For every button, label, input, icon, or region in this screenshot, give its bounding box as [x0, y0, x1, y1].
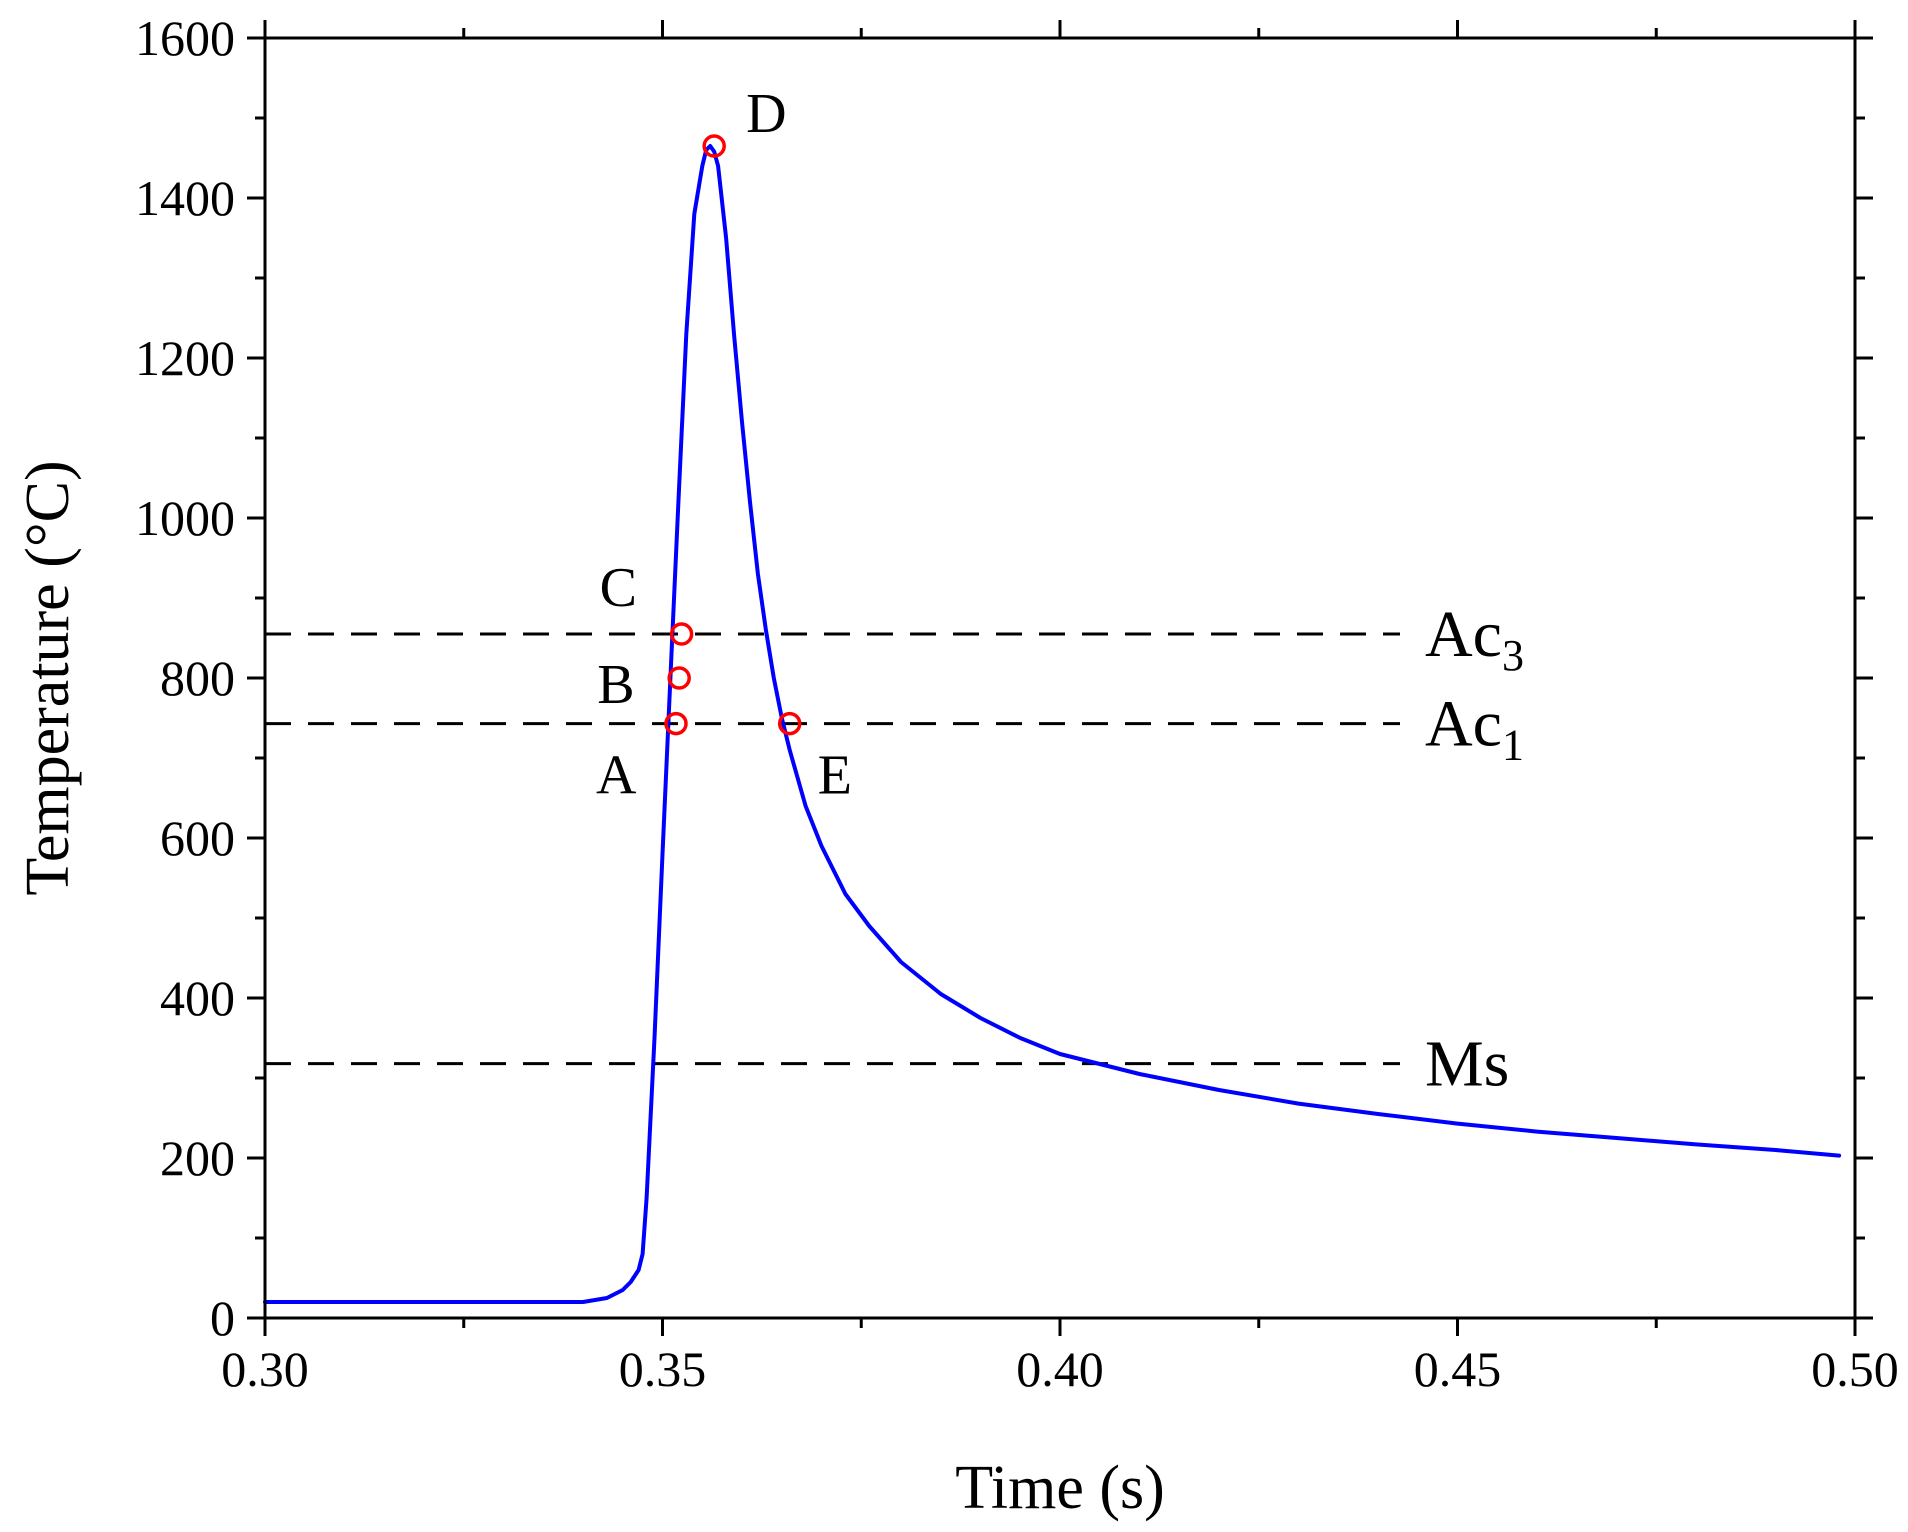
x-axis-title: Time (s) — [955, 1454, 1165, 1522]
y-tick-label: 200 — [160, 1130, 235, 1186]
series-line — [263, 144, 1842, 1304]
marker-point-d — [702, 134, 726, 158]
marker-point-b — [667, 666, 691, 690]
y-tick-label: 1400 — [135, 170, 235, 226]
y-tick-label: 1600 — [135, 10, 235, 66]
x-tick-label: 0.40 — [1016, 1341, 1104, 1397]
marker-point-a — [664, 711, 688, 736]
point-label-a: A — [596, 745, 637, 807]
x-tick-label: 0.45 — [1414, 1341, 1502, 1397]
y-tick-label: 400 — [160, 970, 235, 1026]
y-axis-title: Temperature (°C) — [14, 460, 82, 895]
reference-line-label-ac3: Ac3 — [1425, 598, 1524, 680]
point-label-e: E — [818, 745, 852, 807]
y-tick-label: 600 — [160, 810, 235, 866]
reference-line-label-text: Ac — [1425, 598, 1502, 671]
reference-line-label-ac1: Ac1 — [1425, 688, 1524, 770]
point-label-d: D — [746, 83, 786, 145]
markers-layer — [664, 134, 802, 736]
axis-ticks — [247, 20, 1873, 1336]
y-tick-label: 1200 — [135, 330, 235, 386]
reference-line-label-text: Ac — [1425, 688, 1502, 761]
y-tick-label: 1000 — [135, 490, 235, 546]
marker-point-c — [669, 622, 694, 646]
y-tick-label: 0 — [210, 1290, 235, 1346]
labels: 0.30 0.35 0.40 0.45 0.50 0 200 400 600 800 1000 120… — [135, 10, 1899, 1397]
series-layer — [263, 144, 1842, 1304]
reference-lines — [265, 632, 1400, 1066]
y-tick-label: 800 — [160, 650, 235, 706]
x-tick-label: 0.35 — [619, 1341, 707, 1397]
reference-line-label-text: Ms — [1425, 1028, 1509, 1101]
marker-point-e — [777, 711, 802, 736]
x-tick-label: 0.30 — [221, 1341, 309, 1397]
point-label-c: C — [600, 557, 637, 619]
point-label-b: B — [597, 654, 634, 716]
x-tick-label: 0.50 — [1811, 1341, 1899, 1397]
reference-line-label-subscript: 3 — [1502, 631, 1524, 680]
reference-line-label-subscript: 1 — [1502, 721, 1524, 770]
reference-line-label-ms: Ms — [1425, 1028, 1509, 1101]
